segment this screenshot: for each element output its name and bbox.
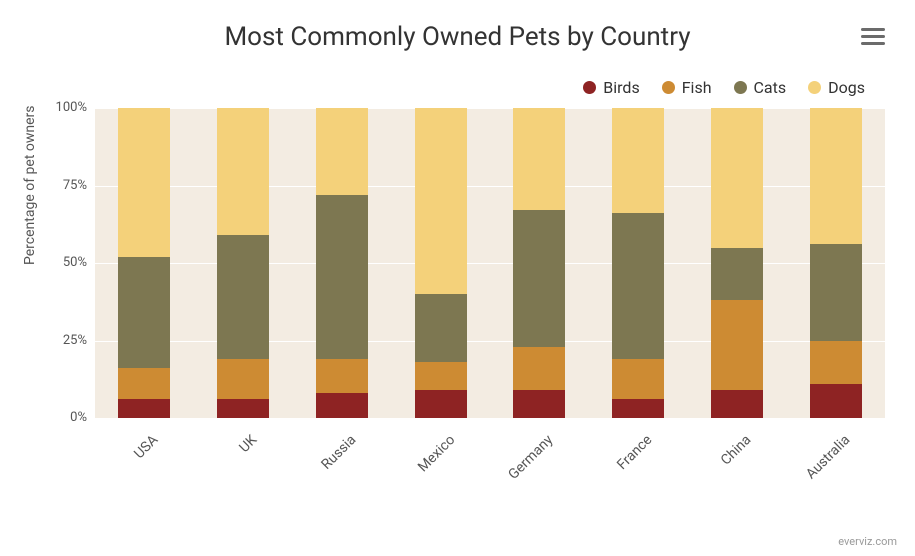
segment-birds <box>810 384 862 418</box>
legend-item-fish[interactable]: Fish <box>662 78 712 97</box>
segment-dogs <box>118 108 170 257</box>
segment-birds <box>217 399 269 418</box>
segment-birds <box>415 390 467 418</box>
plot-area <box>95 108 885 418</box>
segment-dogs <box>217 108 269 235</box>
segment-birds <box>711 390 763 418</box>
segment-dogs <box>415 108 467 294</box>
legend-label: Dogs <box>828 78 865 97</box>
y-tick-label: 25% <box>45 333 87 348</box>
bars-group <box>95 108 885 418</box>
legend-swatch <box>734 81 747 94</box>
segment-cats <box>513 210 565 346</box>
bar-russia[interactable] <box>316 108 368 418</box>
bar-usa[interactable] <box>118 108 170 418</box>
y-tick-label: 50% <box>45 255 87 270</box>
segment-dogs <box>711 108 763 248</box>
segment-dogs <box>810 108 862 244</box>
segment-birds <box>612 399 664 418</box>
segment-dogs <box>612 108 664 213</box>
x-tick-label: Germany <box>475 432 557 514</box>
legend-item-cats[interactable]: Cats <box>734 78 787 97</box>
legend-swatch <box>662 81 675 94</box>
segment-cats <box>316 195 368 359</box>
segment-dogs <box>513 108 565 210</box>
segment-birds <box>513 390 565 418</box>
x-tick-label: Russia <box>277 432 359 514</box>
y-tick-label: 100% <box>45 100 87 115</box>
segment-fish <box>513 347 565 390</box>
segment-fish <box>810 341 862 384</box>
segment-fish <box>316 359 368 393</box>
x-tick-label: China <box>672 432 754 514</box>
segment-dogs <box>316 108 368 195</box>
segment-fish <box>217 359 269 399</box>
chart-container: Most Commonly Owned Pets by Country Bird… <box>0 0 915 556</box>
bar-china[interactable] <box>711 108 763 418</box>
y-axis-title: Percentage of pet owners <box>22 105 38 265</box>
segment-cats <box>612 213 664 359</box>
segment-fish <box>415 362 467 390</box>
segment-cats <box>415 294 467 362</box>
segment-cats <box>217 235 269 359</box>
segment-fish <box>711 300 763 390</box>
bar-australia[interactable] <box>810 108 862 418</box>
x-tick-label: Australia <box>771 432 853 514</box>
legend: Birds Fish Cats Dogs <box>583 78 865 97</box>
x-tick-label: USA <box>80 432 162 514</box>
x-tick-label: France <box>573 432 655 514</box>
segment-cats <box>810 244 862 340</box>
segment-fish <box>118 368 170 399</box>
x-tick-label: UK <box>178 432 260 514</box>
segment-birds <box>118 399 170 418</box>
y-tick-label: 0% <box>45 410 87 425</box>
bar-germany[interactable] <box>513 108 565 418</box>
legend-label: Cats <box>754 78 787 97</box>
chart-title: Most Commonly Owned Pets by Country <box>0 22 915 52</box>
legend-label: Fish <box>682 78 712 97</box>
legend-item-dogs[interactable]: Dogs <box>808 78 865 97</box>
legend-item-birds[interactable]: Birds <box>583 78 639 97</box>
x-tick-label: Mexico <box>376 432 458 514</box>
segment-birds <box>316 393 368 418</box>
bar-france[interactable] <box>612 108 664 418</box>
grid-line <box>95 418 885 419</box>
hamburger-icon <box>861 28 885 31</box>
bar-uk[interactable] <box>217 108 269 418</box>
legend-label: Birds <box>603 78 639 97</box>
segment-fish <box>612 359 664 399</box>
chart-menu-button[interactable] <box>861 24 885 49</box>
bar-mexico[interactable] <box>415 108 467 418</box>
legend-swatch <box>583 81 596 94</box>
segment-cats <box>711 248 763 301</box>
y-tick-label: 75% <box>45 178 87 193</box>
segment-cats <box>118 257 170 369</box>
legend-swatch <box>808 81 821 94</box>
credit-text: everviz.com <box>838 535 897 548</box>
